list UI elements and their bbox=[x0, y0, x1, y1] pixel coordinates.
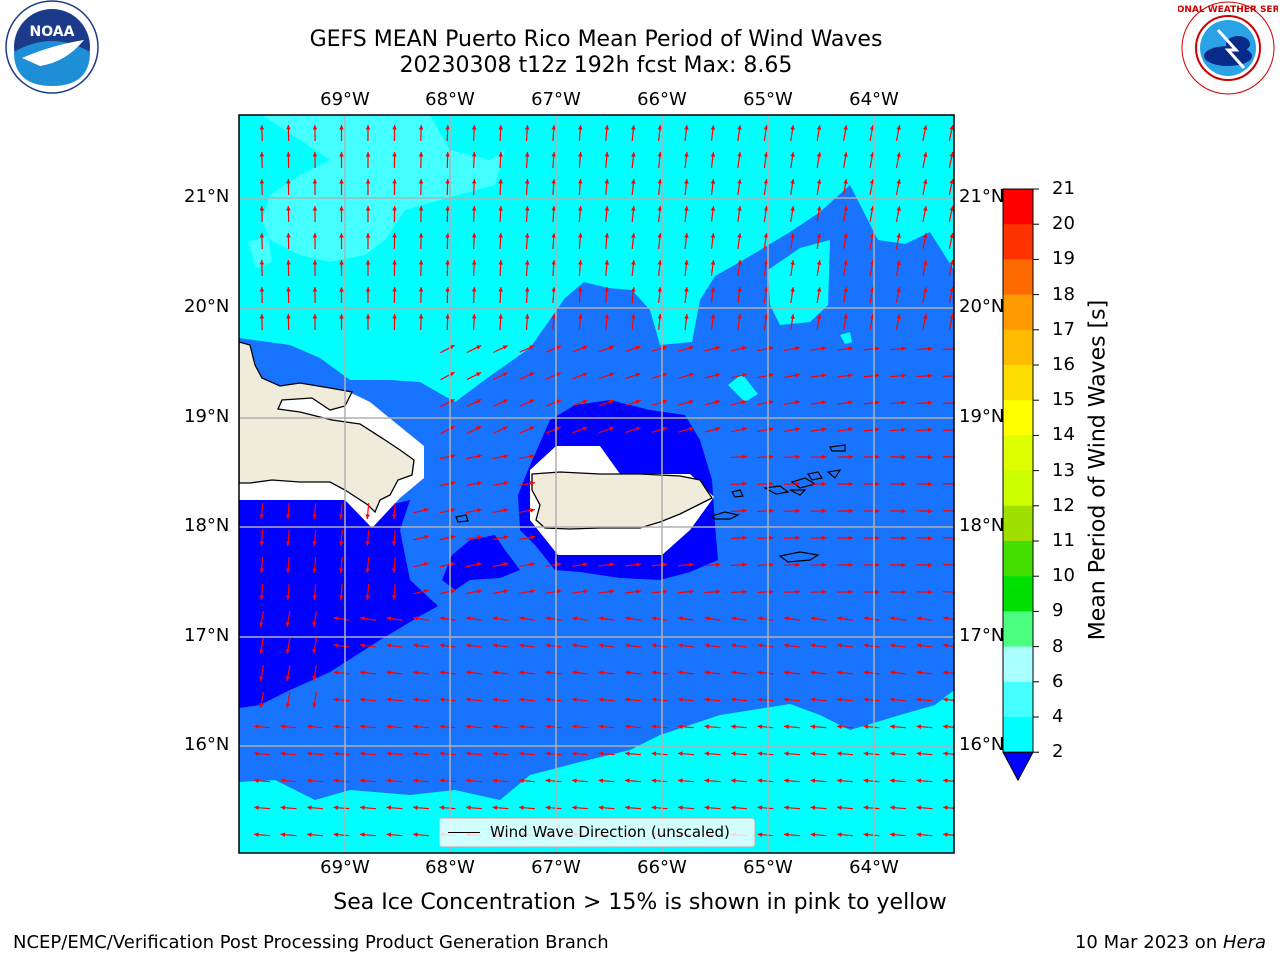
colorbar-tick-label: 16 bbox=[1052, 354, 1075, 375]
wind-arrow-head bbox=[954, 536, 959, 541]
colorbar-tick-label: 15 bbox=[1052, 389, 1075, 410]
colorbar-tick-label: 20 bbox=[1052, 213, 1075, 234]
colorbar-band bbox=[1003, 295, 1033, 331]
wind-arrow-shaft bbox=[943, 403, 959, 404]
colorbar-band bbox=[1003, 717, 1033, 753]
colorbar-tick-label: 14 bbox=[1052, 424, 1075, 445]
colorbar-tick-label: 21 bbox=[1052, 178, 1075, 199]
lat-label-right: 20°N bbox=[959, 296, 1004, 317]
wind-arrow-shaft bbox=[943, 511, 959, 512]
colorbar-band bbox=[1003, 576, 1033, 612]
lon-label-top: 68°W bbox=[410, 89, 490, 110]
colorbar-tick-label: 10 bbox=[1052, 565, 1075, 586]
lon-label-top: 66°W bbox=[622, 89, 702, 110]
colorbar bbox=[1003, 189, 1039, 780]
footer-machine: Hera bbox=[1223, 932, 1266, 953]
colorbar-band bbox=[1003, 330, 1033, 366]
lon-label-bottom: 66°W bbox=[622, 857, 702, 878]
wind-arrow-shaft bbox=[943, 538, 959, 539]
colorbar-tick-label: 4 bbox=[1052, 706, 1063, 727]
colorbar-tick-label: 6 bbox=[1052, 671, 1063, 692]
map-legend: Wind Wave Direction (unscaled) bbox=[439, 818, 755, 847]
colorbar-tick-label: 11 bbox=[1052, 530, 1075, 551]
colorbar-band bbox=[1003, 400, 1033, 436]
colorbar-band bbox=[1003, 682, 1033, 718]
wind-arrow-shaft bbox=[943, 484, 959, 485]
wind-arrow-shaft bbox=[943, 430, 959, 431]
wind-arrow-shaft bbox=[943, 457, 959, 458]
colorbar-tick-label: 17 bbox=[1052, 319, 1075, 340]
wind-arrow-head bbox=[954, 455, 959, 460]
wind-arrow-shaft bbox=[943, 376, 959, 377]
wind-arrow-head bbox=[954, 590, 959, 595]
wind-arrow-shaft bbox=[943, 565, 959, 566]
colorbar-band bbox=[1003, 471, 1033, 507]
lon-label-top: 64°W bbox=[834, 89, 914, 110]
colorbar-tick-label: 18 bbox=[1052, 284, 1075, 305]
lon-label-bottom: 69°W bbox=[305, 857, 385, 878]
footer-credit: NCEP/EMC/Verification Post Processing Pr… bbox=[13, 932, 609, 953]
lon-label-bottom: 65°W bbox=[728, 857, 808, 878]
lat-label-left: 16°N bbox=[184, 734, 229, 755]
wind-arrow-head bbox=[954, 482, 959, 487]
lon-label-bottom: 68°W bbox=[410, 857, 490, 878]
colorbar-label: Mean Period of Wind Waves [s] bbox=[1086, 300, 1111, 640]
colorbar-extend-triangle bbox=[1003, 752, 1033, 780]
colorbar-band bbox=[1003, 259, 1033, 295]
colorbar-band bbox=[1003, 611, 1033, 647]
lat-label-right: 17°N bbox=[959, 625, 1004, 646]
colorbar-band bbox=[1003, 506, 1033, 542]
lat-label-right: 18°N bbox=[959, 515, 1004, 536]
lat-label-right: 19°N bbox=[959, 406, 1004, 427]
colorbar-band bbox=[1003, 189, 1033, 225]
legend-line-sample bbox=[448, 832, 480, 833]
lat-label-left: 19°N bbox=[184, 406, 229, 427]
lon-label-top: 69°W bbox=[305, 89, 385, 110]
wind-arrow-head bbox=[954, 401, 959, 406]
colorbar-tick-label: 13 bbox=[1052, 460, 1075, 481]
colorbar-tick-label: 8 bbox=[1052, 636, 1063, 657]
colorbar-band bbox=[1003, 224, 1033, 260]
colorbar-band bbox=[1003, 435, 1033, 471]
colorbar-tick-label: 9 bbox=[1052, 600, 1063, 621]
lon-label-bottom: 67°W bbox=[516, 857, 596, 878]
lon-label-top: 67°W bbox=[516, 89, 596, 110]
sea-ice-note: Sea Ice Concentration > 15% is shown in … bbox=[240, 890, 1040, 915]
wind-arrow-shaft bbox=[943, 592, 959, 593]
colorbar-tick-label: 19 bbox=[1052, 248, 1075, 269]
wind-arrow-shaft bbox=[943, 349, 959, 350]
lon-label-bottom: 64°W bbox=[834, 857, 914, 878]
colorbar-tick-label: 2 bbox=[1052, 741, 1063, 762]
footer-date: 10 Mar 2023 on Hera bbox=[1075, 932, 1266, 953]
lat-label-right: 21°N bbox=[959, 186, 1004, 207]
lat-label-right: 16°N bbox=[959, 734, 1004, 755]
lat-label-left: 20°N bbox=[184, 296, 229, 317]
lat-label-left: 21°N bbox=[184, 186, 229, 207]
wind-arrow-head bbox=[954, 509, 959, 514]
wind-arrow-head bbox=[954, 347, 959, 352]
colorbar-band bbox=[1003, 541, 1033, 577]
legend-label: Wind Wave Direction (unscaled) bbox=[490, 823, 730, 841]
lat-label-left: 17°N bbox=[184, 625, 229, 646]
lat-label-left: 18°N bbox=[184, 515, 229, 536]
colorbar-tick-label: 12 bbox=[1052, 495, 1075, 516]
colorbar-band bbox=[1003, 365, 1033, 401]
colorbar-band bbox=[1003, 647, 1033, 683]
footer-date-text: 10 Mar 2023 on bbox=[1075, 932, 1223, 953]
wind-arrow-head bbox=[954, 428, 959, 433]
wind-arrow-head bbox=[954, 374, 959, 379]
wind-arrow-head bbox=[954, 563, 959, 568]
lon-label-top: 65°W bbox=[728, 89, 808, 110]
